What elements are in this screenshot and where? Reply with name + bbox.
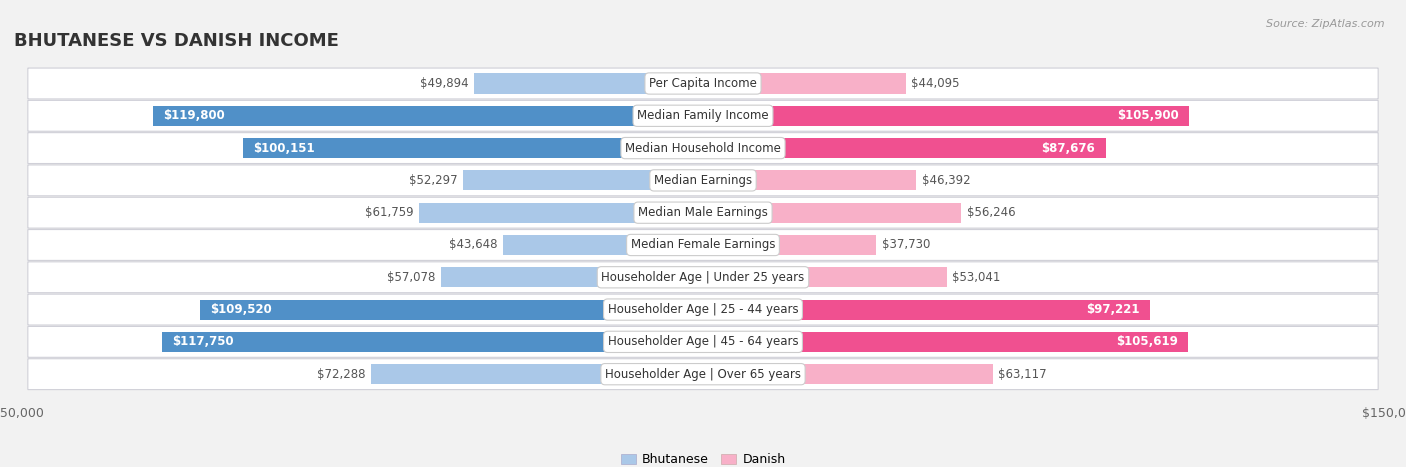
Text: $44,095: $44,095 [911, 77, 959, 90]
FancyBboxPatch shape [28, 326, 1378, 357]
Text: $72,288: $72,288 [316, 368, 366, 381]
Bar [703, 364, 993, 384]
Bar [703, 332, 1188, 352]
Bar [200, 299, 703, 319]
FancyBboxPatch shape [28, 230, 1378, 261]
Bar [371, 364, 703, 384]
Legend: Bhutanese, Danish: Bhutanese, Danish [616, 448, 790, 467]
Text: Per Capita Income: Per Capita Income [650, 77, 756, 90]
Text: $63,117: $63,117 [998, 368, 1047, 381]
Text: Householder Age | Under 25 years: Householder Age | Under 25 years [602, 271, 804, 284]
Text: $56,246: $56,246 [967, 206, 1015, 219]
FancyBboxPatch shape [28, 294, 1378, 325]
Bar [243, 138, 703, 158]
Text: $37,730: $37,730 [882, 239, 931, 251]
Text: $46,392: $46,392 [921, 174, 970, 187]
Text: $117,750: $117,750 [173, 335, 235, 348]
Text: $109,520: $109,520 [211, 303, 273, 316]
Text: Median Male Earnings: Median Male Earnings [638, 206, 768, 219]
Text: Source: ZipAtlas.com: Source: ZipAtlas.com [1267, 19, 1385, 28]
Text: $57,078: $57,078 [387, 271, 436, 284]
Bar [153, 106, 703, 126]
Text: BHUTANESE VS DANISH INCOME: BHUTANESE VS DANISH INCOME [14, 32, 339, 50]
Text: $53,041: $53,041 [952, 271, 1001, 284]
Text: $105,619: $105,619 [1116, 335, 1178, 348]
FancyBboxPatch shape [28, 133, 1378, 163]
Bar [502, 235, 703, 255]
FancyBboxPatch shape [28, 359, 1378, 389]
Text: Median Household Income: Median Household Income [626, 142, 780, 155]
FancyBboxPatch shape [28, 262, 1378, 293]
FancyBboxPatch shape [28, 165, 1378, 196]
Bar [419, 203, 703, 223]
Bar [703, 235, 876, 255]
Bar [703, 138, 1105, 158]
Text: Householder Age | 25 - 44 years: Householder Age | 25 - 44 years [607, 303, 799, 316]
Bar [463, 170, 703, 191]
Text: Householder Age | Over 65 years: Householder Age | Over 65 years [605, 368, 801, 381]
Text: $52,297: $52,297 [409, 174, 457, 187]
Text: Median Female Earnings: Median Female Earnings [631, 239, 775, 251]
Text: $87,676: $87,676 [1042, 142, 1095, 155]
Bar [703, 73, 905, 93]
FancyBboxPatch shape [28, 197, 1378, 228]
Text: $97,221: $97,221 [1085, 303, 1139, 316]
Text: $61,759: $61,759 [366, 206, 413, 219]
Text: $43,648: $43,648 [449, 239, 496, 251]
Text: $49,894: $49,894 [420, 77, 468, 90]
FancyBboxPatch shape [28, 100, 1378, 131]
Bar [703, 106, 1189, 126]
Text: $105,900: $105,900 [1118, 109, 1180, 122]
Bar [162, 332, 703, 352]
Bar [441, 267, 703, 287]
FancyBboxPatch shape [28, 68, 1378, 99]
Text: $100,151: $100,151 [253, 142, 315, 155]
Text: Householder Age | 45 - 64 years: Householder Age | 45 - 64 years [607, 335, 799, 348]
Bar [703, 267, 946, 287]
Bar [703, 203, 962, 223]
Text: Median Earnings: Median Earnings [654, 174, 752, 187]
Bar [703, 170, 917, 191]
Text: $119,800: $119,800 [163, 109, 225, 122]
Bar [703, 299, 1150, 319]
Text: Median Family Income: Median Family Income [637, 109, 769, 122]
Bar [474, 73, 703, 93]
